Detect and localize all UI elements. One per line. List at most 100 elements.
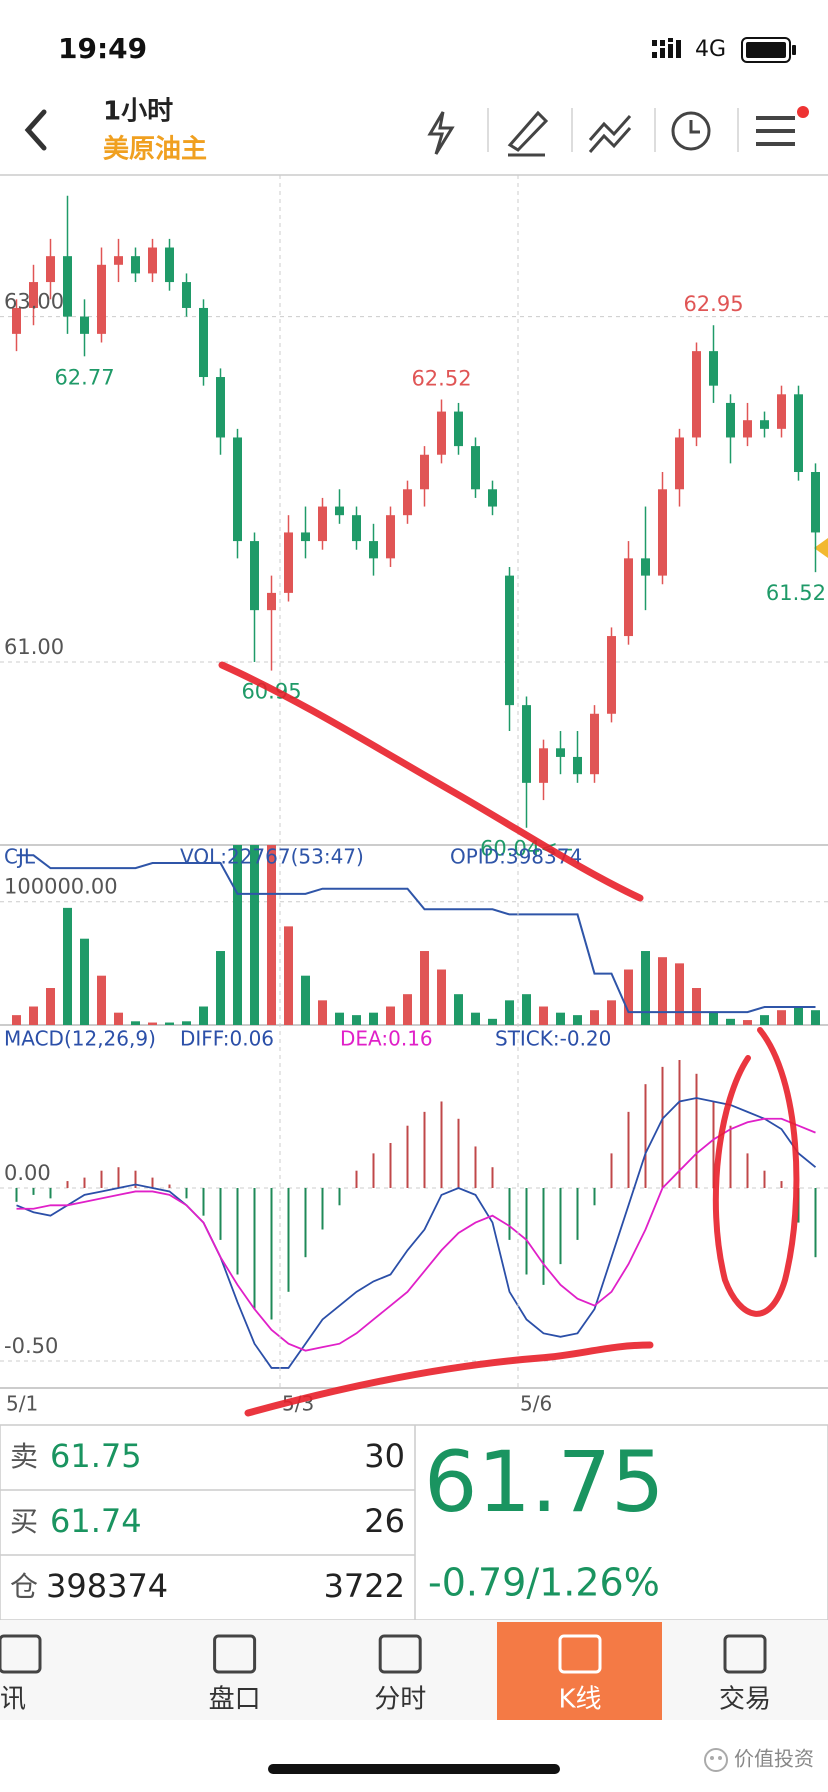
volume-bar	[182, 1021, 191, 1025]
quote-qty: 26	[364, 1502, 405, 1540]
legend-label: STICK:-0.20	[495, 1027, 611, 1051]
volume-bar	[692, 988, 701, 1025]
candle-body	[250, 541, 259, 611]
legend-label: DEA:0.16	[340, 1027, 433, 1051]
candle-body	[114, 256, 123, 265]
y-tick-label: 61.00	[4, 635, 64, 659]
tab-icon[interactable]	[378, 1634, 422, 1674]
volume-bar	[624, 969, 633, 1025]
volume-bar	[675, 963, 684, 1025]
volume-bar	[386, 1006, 395, 1025]
volume-bar	[165, 1022, 174, 1025]
volume-bar	[471, 1012, 480, 1025]
quote-price: 61.75	[50, 1437, 142, 1475]
candle-body	[556, 748, 565, 757]
quote-label: 仓	[10, 1570, 38, 1603]
panel-title: MACD(12,26,9)	[4, 1027, 156, 1051]
tab-label[interactable]: 分时	[374, 1685, 426, 1715]
candle-body	[573, 756, 582, 775]
extreme-label: 61.52	[766, 581, 826, 605]
volume-bar	[250, 845, 259, 1025]
candle-body	[777, 394, 786, 429]
volume-bar	[573, 1015, 582, 1025]
x-tick-label: 5/1	[6, 1392, 38, 1416]
watermark-icon	[704, 1748, 728, 1772]
quote-qty: 3722	[324, 1567, 405, 1605]
draw-icon[interactable]	[507, 110, 549, 157]
candle-body	[182, 282, 191, 308]
volume-bar	[760, 1015, 769, 1025]
price-change: -0.79/1.26%	[428, 1561, 660, 1605]
clock-icon[interactable]	[671, 111, 711, 151]
macd-line	[16, 1097, 817, 1369]
volume-bar	[29, 1006, 38, 1025]
volume-bar	[12, 1015, 21, 1025]
tab-icon[interactable]	[0, 1634, 42, 1674]
hand-drawn-line	[218, 661, 644, 902]
macd-line	[16, 1117, 816, 1352]
volume-bar	[505, 1000, 514, 1025]
volume-bar	[539, 1006, 548, 1025]
battery-icon	[741, 37, 796, 63]
tab-label[interactable]: 盘口	[209, 1685, 261, 1715]
candle-body	[641, 558, 650, 576]
tab-icon[interactable]	[213, 1634, 257, 1674]
back-button[interactable]	[24, 109, 47, 151]
tab-label[interactable]: 交易	[719, 1685, 771, 1715]
open-interest-line	[16, 854, 816, 1014]
volume-bar	[46, 988, 55, 1025]
candle-body	[46, 256, 55, 283]
volume-bar	[590, 1010, 599, 1025]
extreme-label: 62.52	[411, 366, 471, 390]
candle-body	[471, 446, 480, 490]
volume-bar	[777, 1010, 786, 1025]
volume-bar	[97, 975, 106, 1025]
volume-bar	[556, 1012, 565, 1025]
volume-bar	[369, 1012, 378, 1025]
y-tick-label: -0.50	[4, 1334, 58, 1358]
panel-title: CJL	[4, 845, 36, 869]
x-tick-label: 5/6	[520, 1392, 552, 1416]
volume-bar	[743, 1020, 752, 1025]
tab-icon[interactable]	[723, 1634, 767, 1674]
tab-icon[interactable]	[558, 1634, 602, 1674]
indicator-icon[interactable]	[588, 115, 632, 153]
flash-icon[interactable]	[427, 111, 455, 155]
candle-body	[63, 256, 72, 317]
candle-body	[420, 454, 429, 490]
candle-body	[12, 307, 21, 334]
legend-label: DIFF:0.06	[180, 1027, 274, 1051]
menu-icon[interactable]	[756, 106, 809, 146]
candle-body	[675, 437, 684, 490]
candle-body	[131, 256, 140, 274]
volume-bar	[437, 969, 446, 1025]
last-price: 61.75	[424, 1433, 664, 1531]
candle-body	[811, 472, 820, 533]
candle-body	[624, 558, 633, 637]
tabs: 资讯 盘口 分时 K线 交易	[0, 1634, 771, 1715]
volume-bar	[216, 951, 225, 1025]
tab-label[interactable]: K线	[558, 1685, 601, 1715]
volume-bar	[318, 1000, 327, 1025]
candle-body	[743, 420, 752, 438]
extreme-label: 62.77	[54, 365, 114, 389]
candle-body	[658, 489, 667, 576]
volume-bar	[267, 845, 276, 1025]
candle-body	[692, 351, 701, 438]
volume-bar	[488, 1018, 497, 1025]
quote-panel: 卖 61.75 30 买 61.74 26 仓 398374 3722 61.75 -0.79/1.…	[0, 1424, 828, 1621]
status-network: 4G	[695, 37, 726, 62]
volume-bar	[522, 994, 531, 1025]
hand-drawn-line	[244, 1341, 654, 1417]
tab-label[interactable]: 资讯	[0, 1685, 26, 1715]
quote-label: 买	[10, 1505, 38, 1538]
candle-body	[726, 402, 735, 438]
candle-body	[97, 264, 106, 334]
candle-body	[437, 411, 446, 455]
legend-label: VOL:22767(53:47)	[180, 845, 364, 869]
candle-body	[335, 506, 344, 516]
candle-body	[539, 748, 548, 783]
candle-body	[29, 282, 38, 308]
volume-bar	[352, 1015, 361, 1025]
